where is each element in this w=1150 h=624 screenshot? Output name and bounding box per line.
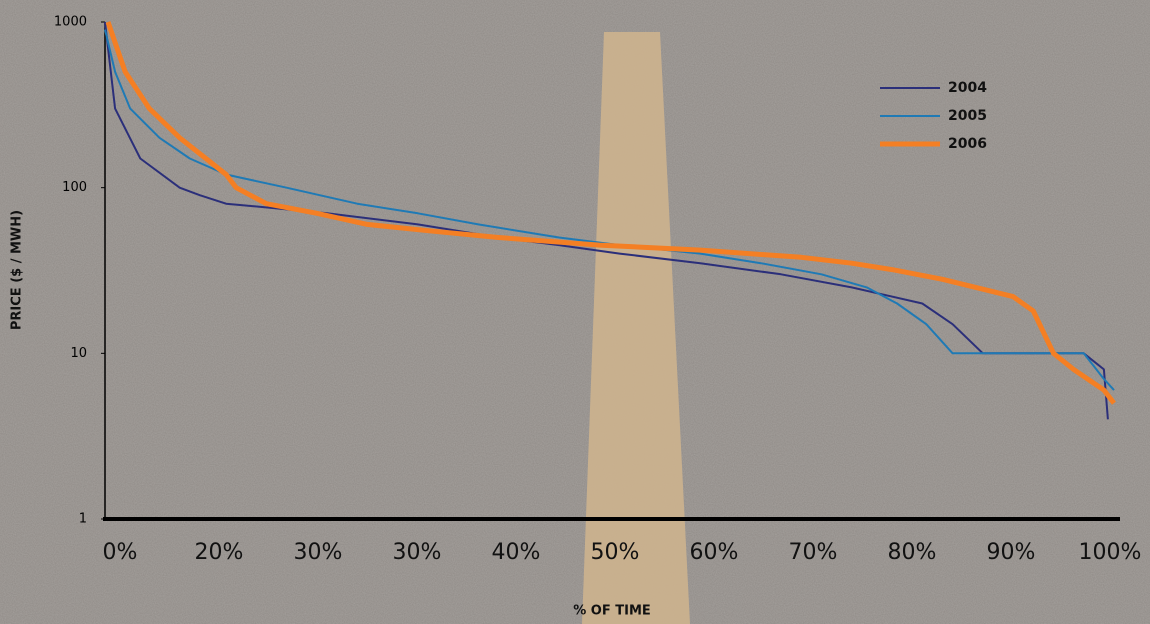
x-tick-label: 30% (393, 540, 442, 565)
y-tick-label: 1000 (54, 15, 87, 30)
x-axis-title: % OF TIME (573, 604, 651, 619)
y-tick-label: 1 (79, 512, 87, 527)
x-tick-label: 90% (987, 540, 1036, 565)
y-axis-title: PRICE ($ / MWH) (10, 210, 25, 330)
x-tick-label: 60% (690, 540, 739, 565)
legend-label: 2005 (948, 108, 987, 124)
y-tick-label: 100 (62, 180, 87, 195)
x-tick-label: 20% (195, 540, 244, 565)
x-tick-label: 50% (591, 540, 640, 565)
chart: PRICE ($ / MWH) % OF TIME 1 10 100 1000 0% 20… (0, 0, 1150, 624)
x-tick-label: 80% (888, 540, 937, 565)
legend-label: 2006 (948, 136, 987, 152)
y-tick-label: 10 (70, 346, 87, 361)
x-tick-label: 30% (294, 540, 343, 565)
legend-label: 2004 (948, 80, 987, 96)
x-tick-label: 40% (492, 540, 541, 565)
x-tick-label: 100% (1079, 540, 1142, 565)
x-tick-label: 70% (789, 540, 838, 565)
x-tick-label: 0% (103, 540, 138, 565)
